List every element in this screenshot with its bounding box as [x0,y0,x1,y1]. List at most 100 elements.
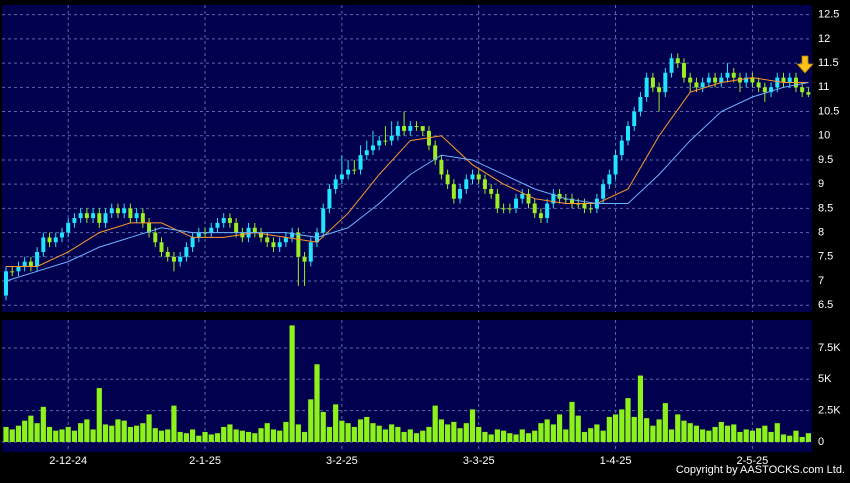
y-tick-label: 5K [818,373,832,385]
volume-bar [544,419,550,442]
volume-bar [631,416,637,442]
price-panel [2,5,812,312]
volume-bar [762,425,768,442]
y-tick-label: 0 [818,436,824,448]
volume-bar [158,430,165,442]
volume-bar [494,429,500,442]
candle-body [439,159,444,175]
volume-bar [432,405,438,442]
candle-body [725,72,730,78]
candle-body [489,189,494,194]
candle-body [308,242,313,262]
candle-body [221,218,226,223]
volume-bar [34,423,40,442]
volume-bar [637,375,644,442]
volume-bar [743,429,749,442]
candle-body [744,77,749,83]
volume-bar [115,419,121,442]
candle-body [327,189,332,209]
candle-body [601,184,606,199]
candle-body [16,266,21,272]
volume-bar [594,424,600,442]
candle-body [476,174,481,180]
volume-bar [501,430,507,442]
volume-bar [289,325,295,442]
candle-body [370,145,375,151]
candle-body [364,150,369,156]
volume-bar [221,426,227,442]
candle-body [781,77,786,83]
volume-bar [668,429,675,442]
candle-body [389,135,394,141]
volume-bar [245,431,252,442]
x-tick-label: 3-3-25 [463,455,495,467]
candle-body [84,213,89,219]
volume-bar [612,414,619,442]
y-tick-label: 7.5 [818,251,833,263]
volume-bar [700,429,706,442]
y-tick-label: 12.5 [818,9,839,21]
volume-bar [469,409,476,442]
y-tick-label: 8 [818,226,824,238]
volume-bar [581,431,588,442]
volume-bar [538,423,544,442]
candle-body [756,82,761,88]
volume-bar [171,405,177,442]
volume-bar [681,420,687,442]
volume-bar [233,429,239,442]
volume-bar [706,430,712,442]
volume-bar [451,421,457,442]
candle-body [526,193,531,204]
candle-body [775,77,780,88]
volume-bar [731,424,737,442]
volume-bar [364,416,370,442]
volume-bar [420,430,426,442]
candle-body [252,227,257,233]
candle-body [514,198,519,209]
candle-body [47,237,52,243]
volume-bar [65,426,71,442]
volume-bar [401,431,407,442]
volume-bar [301,431,308,442]
candle-body [570,198,575,204]
candle-body [750,77,755,83]
volume-bar [102,424,109,442]
volume-bar [326,426,333,442]
candle-body [215,222,220,228]
candle-body [140,213,145,223]
candle-body [35,251,40,267]
volume-bar [277,430,283,442]
volume-bar [556,414,563,442]
candle-body [103,213,108,223]
candle-body [706,77,711,83]
candle-body [97,213,102,223]
candle-body [227,218,232,223]
y-tick-label: 7 [818,275,824,287]
candle-body [290,232,295,238]
y-tick-label: 8.5 [818,202,833,214]
candle-body [339,174,344,180]
volume-bar [15,425,22,442]
volume-bar [214,433,221,442]
volume-bar [152,428,158,442]
candle-body [700,82,705,88]
volume-bar [687,423,693,442]
volume-bar [575,415,581,442]
volume-bar [693,425,700,442]
volume-bar [109,425,115,442]
candle-body [681,63,686,78]
volume-bar [9,429,15,442]
candle-body [719,77,724,83]
candle-body [613,155,618,175]
candle-body [551,193,556,204]
candle-body [66,222,71,233]
volume-bar [488,434,494,442]
volume-bar [395,426,401,442]
volume-bar [457,428,463,442]
candle-body [4,271,8,296]
candle-body [10,271,15,273]
volume-bar [345,423,351,442]
candle-body [22,261,27,267]
volume-bar [389,424,395,442]
candle-body [482,179,487,190]
